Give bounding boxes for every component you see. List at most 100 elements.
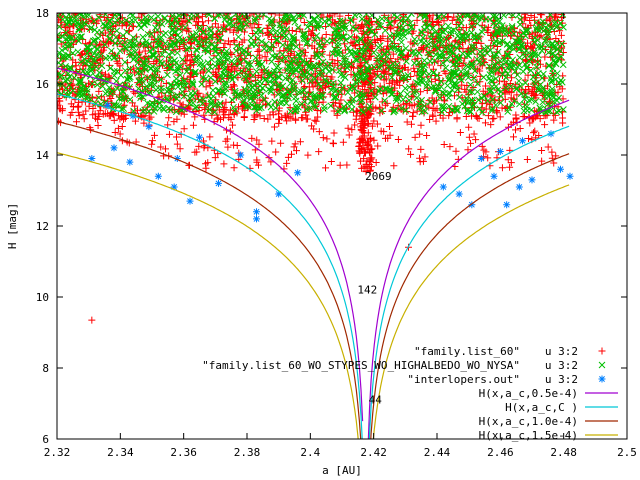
point-cross xyxy=(95,14,103,21)
point-cross xyxy=(207,33,214,41)
point-cross xyxy=(377,61,384,69)
point-plus xyxy=(204,17,212,25)
point-cross xyxy=(126,65,134,73)
point-cross xyxy=(287,38,295,46)
point-plus xyxy=(523,155,531,163)
point-cross xyxy=(491,62,498,70)
point-cross xyxy=(130,107,137,115)
point-cross xyxy=(279,93,286,101)
point-cross xyxy=(532,19,540,26)
point-plus xyxy=(294,73,302,81)
point-cross xyxy=(352,26,360,33)
point-cross xyxy=(544,42,552,49)
point-cross xyxy=(205,67,213,75)
point-plus xyxy=(417,88,425,96)
point-cross xyxy=(98,28,105,36)
point-cross xyxy=(463,32,471,40)
point-cross xyxy=(318,70,325,77)
point-plus xyxy=(195,14,203,22)
point-cross xyxy=(492,37,499,45)
point-cross xyxy=(326,60,334,68)
point-cross xyxy=(88,80,96,88)
point-cross xyxy=(179,56,186,63)
boundary-curve xyxy=(57,93,570,439)
point-cross xyxy=(514,71,521,79)
boundary-curve xyxy=(57,120,570,439)
point-star xyxy=(104,101,112,109)
point-plus xyxy=(526,16,534,24)
point-cross xyxy=(347,17,355,24)
point-cross xyxy=(320,106,328,113)
point-cross xyxy=(57,61,65,69)
point-cross xyxy=(416,69,424,77)
point-plus xyxy=(367,98,375,106)
point-cross xyxy=(379,73,387,80)
point-plus xyxy=(94,110,102,118)
point-plus xyxy=(176,145,184,153)
point-plus xyxy=(220,104,228,112)
point-cross xyxy=(313,52,320,60)
point-plus xyxy=(525,134,533,142)
point-cross xyxy=(488,107,496,114)
point-plus xyxy=(190,61,198,69)
point-plus xyxy=(125,26,133,34)
point-cross xyxy=(375,51,383,59)
point-plus xyxy=(529,114,537,122)
point-cross xyxy=(442,26,449,34)
point-cross xyxy=(435,35,443,42)
point-cross xyxy=(544,31,552,39)
axes: 2.32 2.34 2.36 2.38 2.4 2.42 2.44 2.46 2.48 2.5 6 8… xyxy=(36,7,637,459)
point-cross xyxy=(456,93,463,101)
point-cross xyxy=(408,13,415,18)
point-cross xyxy=(311,36,319,44)
point-cross xyxy=(501,27,509,35)
point-cross xyxy=(516,35,523,43)
point-plus xyxy=(101,70,109,78)
point-cross xyxy=(92,63,100,71)
point-cross xyxy=(59,54,67,61)
point-cross xyxy=(474,20,481,27)
point-plus xyxy=(559,114,567,122)
point-cross xyxy=(559,61,567,69)
point-cross xyxy=(531,51,539,59)
point-plus xyxy=(296,41,304,49)
point-plus xyxy=(364,119,372,127)
point-cross xyxy=(337,79,345,87)
point-cross xyxy=(141,64,148,72)
point-cross xyxy=(158,20,166,28)
point-cross xyxy=(533,63,540,71)
point-cross xyxy=(493,13,500,21)
point-plus xyxy=(275,107,283,115)
point-cross xyxy=(331,27,339,34)
point-cross xyxy=(251,92,259,100)
point-cross xyxy=(262,40,270,48)
point-cross xyxy=(76,87,84,95)
point-plus xyxy=(201,105,209,113)
point-cross xyxy=(548,25,556,32)
point-cross xyxy=(126,75,133,82)
point-cross xyxy=(343,61,351,68)
point-plus xyxy=(546,97,554,105)
point-plus xyxy=(364,129,372,137)
point-cross xyxy=(510,62,518,70)
legend-entry: H(x,a_c,1.0e-4) xyxy=(479,415,618,428)
point-cross xyxy=(80,82,88,90)
legend-using: u 3:2 xyxy=(545,345,578,358)
point-cross xyxy=(312,103,320,110)
point-cross xyxy=(493,51,500,58)
point-plus xyxy=(315,148,323,156)
point-plus xyxy=(550,116,558,124)
point-cross xyxy=(338,23,346,30)
point-cross xyxy=(341,55,348,63)
point-cross xyxy=(248,41,256,48)
point-cross xyxy=(525,96,533,104)
point-plus xyxy=(407,150,415,158)
point-plus xyxy=(296,138,304,146)
point-cross xyxy=(235,33,242,41)
point-cross xyxy=(149,51,157,58)
point-cross xyxy=(353,56,361,64)
point-cross xyxy=(310,63,318,71)
point-plus xyxy=(336,161,344,169)
point-plus xyxy=(365,137,373,145)
point-plus xyxy=(551,13,559,19)
